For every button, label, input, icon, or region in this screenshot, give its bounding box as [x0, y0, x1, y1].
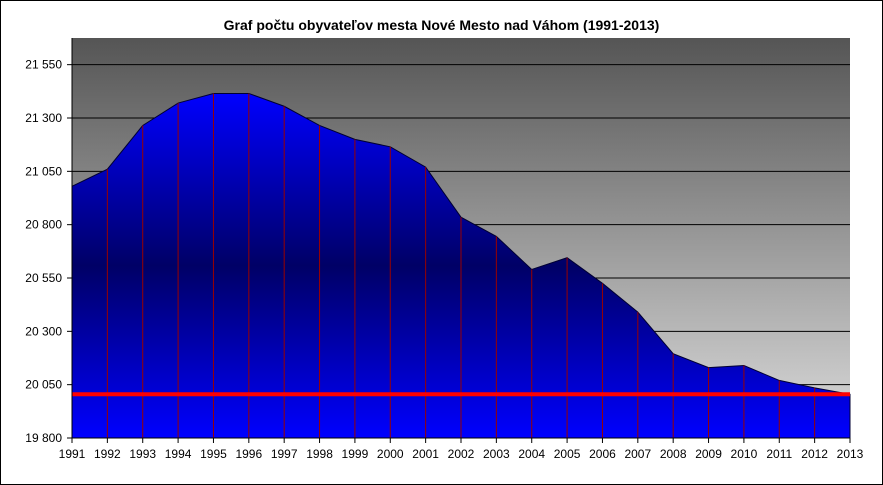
y-tick-label: 20 550: [25, 271, 62, 285]
year-drop-lines: [106, 93, 816, 438]
x-tick-label-2009: 2009: [695, 447, 722, 461]
x-tick-label-1997: 1997: [271, 447, 298, 461]
y-tick-label: 21 300: [25, 111, 62, 125]
x-tick-label-2002: 2002: [448, 447, 475, 461]
x-tick-label-2011: 2011: [766, 447, 792, 461]
x-tick-label-2000: 2000: [377, 447, 404, 461]
x-tick-label-2010: 2010: [731, 447, 758, 461]
x-tick-label-2012: 2012: [801, 447, 828, 461]
axes: [67, 38, 851, 443]
x-axis-tick-labels: 1991 1992 1993 1994 1995 1996 1997 1998 1999 2000…: [59, 447, 864, 461]
x-tick-label-1993: 1993: [129, 447, 156, 461]
x-tick-label-1998: 1998: [306, 447, 333, 461]
chart-title: Graf počtu obyvateľov mesta Nové Mesto n…: [223, 17, 660, 33]
y-tick-label: 19 800: [25, 431, 62, 445]
y-tick-label: 20 050: [25, 378, 62, 392]
y-tick-label: 20 800: [25, 218, 62, 232]
x-tick-label-2013: 2013: [837, 447, 864, 461]
x-tick-label-2006: 2006: [589, 447, 616, 461]
x-tick-label-1995: 1995: [200, 447, 227, 461]
y-tick-label: 21 050: [25, 164, 62, 178]
x-tick-label-2007: 2007: [624, 447, 651, 461]
y-tick-label: 21 550: [25, 58, 62, 72]
x-tick-label-2003: 2003: [483, 447, 510, 461]
y-tick-label: 20 300: [25, 324, 62, 338]
x-tick-label-1992: 1992: [94, 447, 121, 461]
x-tick-label-1999: 1999: [342, 447, 369, 461]
x-tick-label-2005: 2005: [554, 447, 581, 461]
x-tick-label-2004: 2004: [518, 447, 545, 461]
y-axis-tick-labels: 19 800 20 050 20 300 20 550 20 800 21 050 21 3…: [25, 58, 62, 445]
x-tick-label-1994: 1994: [165, 447, 192, 461]
x-tick-label-2008: 2008: [660, 447, 687, 461]
x-tick-label-1991: 1991: [59, 447, 86, 461]
x-tick-label-1996: 1996: [235, 447, 262, 461]
x-tick-label-2001: 2001: [412, 447, 439, 461]
